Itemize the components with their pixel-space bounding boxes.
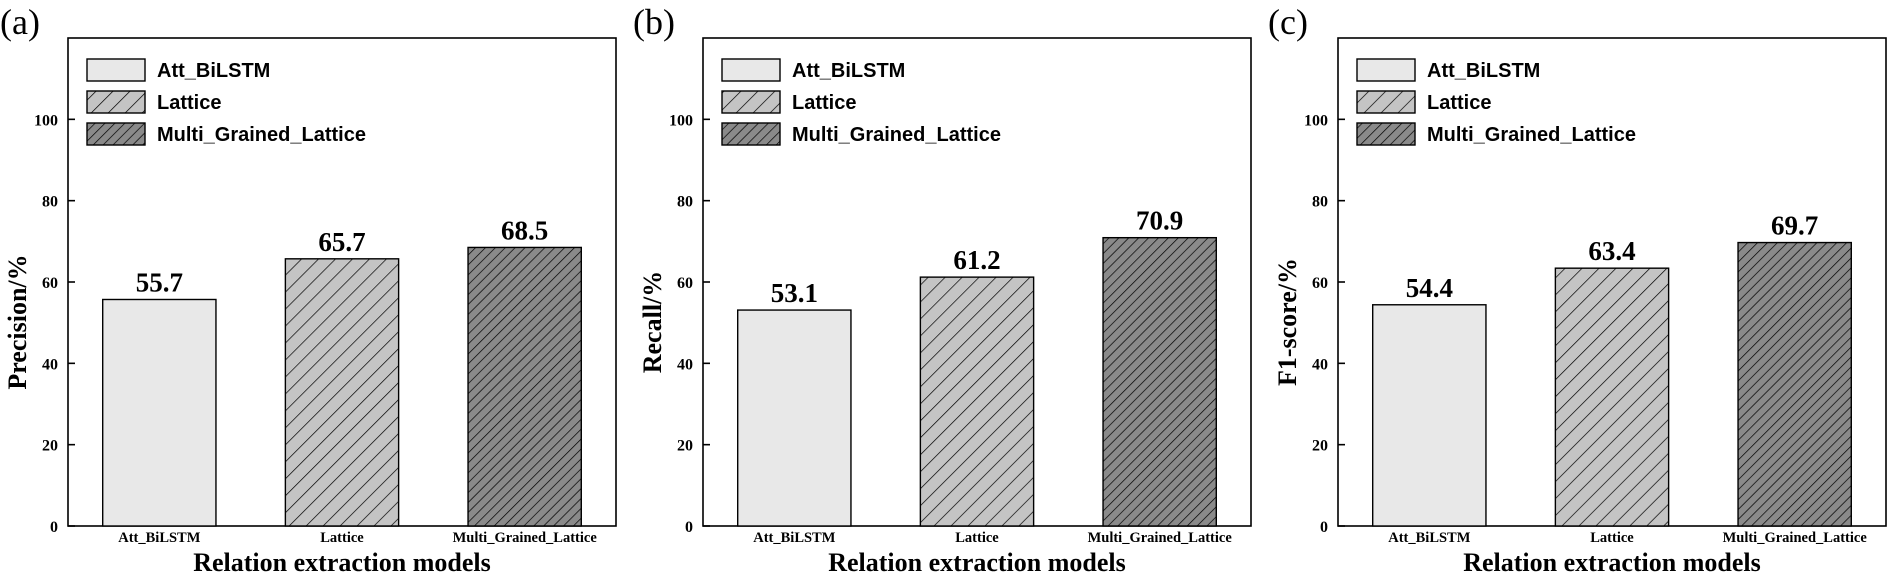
legend-label: Multi_Grained_Lattice [792,124,1001,146]
bar-value-label: 55.7 [136,267,183,297]
bar-multi-grained-lattice [1737,241,1852,527]
panel-label: (c) [1268,2,1308,42]
legend-swatch [721,90,781,114]
legend-swatch [721,58,781,82]
x-tick-label: Lattice [320,530,364,546]
y-tick-label: 40 [42,356,58,373]
legend-label: Lattice [157,92,221,114]
x-axis-title: Relation extraction models [828,548,1126,577]
chart-panel-3: (c) 0 20 40 60 80 100 F1-score/% 54.4 Att_BiLSTM 6… [1268,2,1887,577]
y-tick-label: 100 [669,112,693,129]
bar-value-label: 69.7 [1771,211,1818,241]
y-tick-label: 100 [1304,112,1328,129]
bar-lattice [1554,267,1670,527]
legend-label: Multi_Grained_Lattice [1427,124,1636,146]
y-tick-label: 0 [50,519,58,536]
x-axis-title: Relation extraction models [1463,548,1761,577]
x-axis-title: Relation extraction models [193,548,491,577]
y-tick-label: 40 [1312,356,1328,373]
legend-swatch [86,90,146,114]
legend-label: Att_BiLSTM [792,60,905,82]
y-tick-label: 40 [677,356,693,373]
y-tick-label: 80 [1312,194,1328,211]
legend-label: Multi_Grained_Lattice [157,124,366,146]
legend-swatch [721,122,781,146]
bar-value-label: 63.4 [1588,236,1635,266]
legend-swatch [86,58,146,82]
y-tick-label: 80 [677,194,693,211]
y-tick-label: 80 [42,194,58,211]
bar-lattice [919,276,1035,527]
legend-swatch [1356,122,1416,146]
legend-label: Att_BiLSTM [157,60,270,82]
y-tick-label: 20 [1312,438,1328,455]
bar-value-label: 53.1 [771,278,818,308]
y-tick-label: 60 [42,275,58,292]
y-tick-label: 60 [1312,275,1328,292]
x-tick-label: Att_BiLSTM [1388,530,1470,546]
bar-value-label: 68.5 [501,215,548,245]
legend-swatch [86,122,146,146]
bar-multi-grained-lattice [467,246,582,527]
x-tick-label: Multi_Grained_Lattice [1723,530,1868,546]
chart-panel-2: (b) 0 20 40 60 80 100 Recall/% 53.1 Att_BiLSTM 61.… [633,2,1252,577]
y-tick-label: 100 [34,112,58,129]
legend-label: Att_BiLSTM [1427,60,1540,82]
chart-panel-1: (a) 0 20 40 60 80 100 Precision/% 55.7 Att_BiLSTM… [0,2,617,577]
y-tick-label: 60 [677,275,693,292]
y-tick-label: 0 [1320,519,1328,536]
x-tick-label: Multi_Grained_Lattice [1088,530,1233,546]
panel-label: (a) [0,2,40,42]
y-axis-title: Precision/% [3,254,32,389]
x-tick-label: Lattice [1590,530,1634,546]
legend-swatch [1356,58,1416,82]
legend-label: Lattice [792,92,856,114]
bar-value-label: 61.2 [953,245,1000,275]
x-tick-label: Att_BiLSTM [118,530,200,546]
bar-att-bilstm [737,309,852,527]
bar-att-bilstm [1372,304,1487,527]
bar-att-bilstm [102,298,217,527]
bar-value-label: 70.9 [1136,206,1183,236]
legend: Att_BiLSTM Lattice Multi_Grained_Lattice [1356,58,1636,146]
panel-label: (b) [633,2,675,42]
legend-swatch [1356,90,1416,114]
x-tick-label: Multi_Grained_Lattice [453,530,598,546]
bar-value-label: 65.7 [318,227,365,257]
x-tick-label: Att_BiLSTM [753,530,835,546]
bar-value-label: 54.4 [1406,273,1453,303]
y-tick-label: 20 [677,438,693,455]
x-tick-label: Lattice [955,530,999,546]
bar-multi-grained-lattice [1102,236,1217,527]
bar-lattice [284,258,400,527]
legend-label: Lattice [1427,92,1491,114]
y-axis-title: Recall/% [638,271,667,374]
y-tick-label: 20 [42,438,58,455]
y-axis-title: F1-score/% [1273,258,1302,386]
y-tick-label: 0 [685,519,693,536]
legend: Att_BiLSTM Lattice Multi_Grained_Lattice [86,58,366,146]
legend: Att_BiLSTM Lattice Multi_Grained_Lattice [721,58,1001,146]
